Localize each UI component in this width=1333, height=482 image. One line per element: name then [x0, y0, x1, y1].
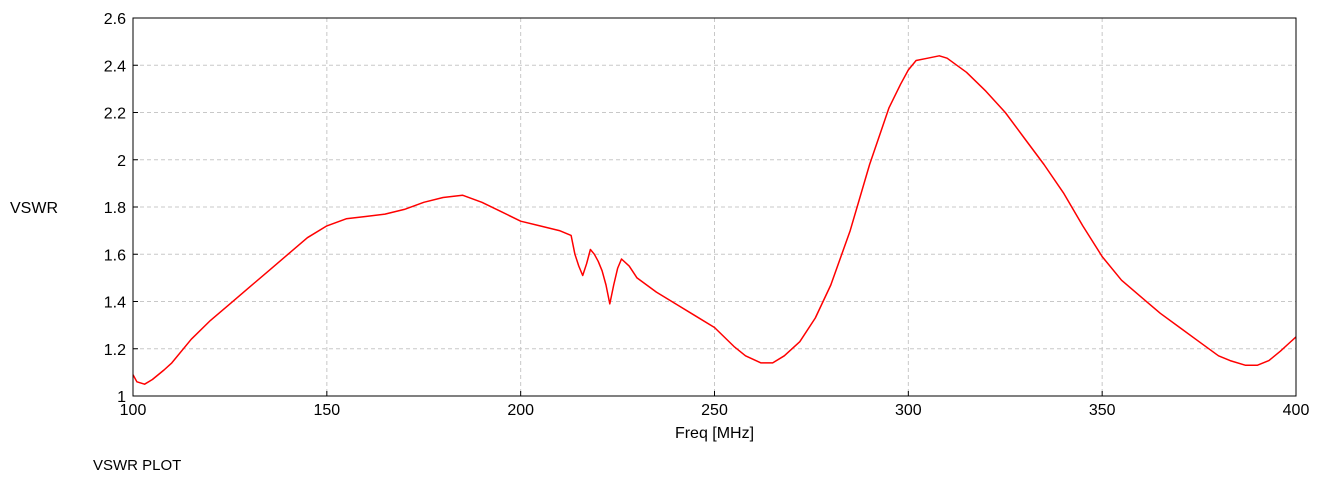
x-tick-label: 300: [895, 402, 922, 419]
series-layer: [132, 55, 1297, 385]
plot-border: [132, 17, 1297, 397]
x-tick-label: 250: [701, 402, 728, 419]
y-tick-label: 1.2: [104, 342, 126, 359]
x-axis-title: Freq [MHz]: [675, 425, 754, 442]
y-tick-label: 1.4: [104, 295, 126, 312]
x-tick-label: 100: [120, 402, 147, 419]
y-tick-label: 2.4: [104, 58, 126, 75]
axis-ticks: 100 150 200 250 300 350 400 1 1.2 1.4 1.6 1.8 2 2.2 2.…: [104, 11, 1310, 419]
y-tick-label: 1.6: [104, 247, 126, 264]
y-tick-label: 2.2: [104, 106, 126, 123]
x-tick-label: 200: [507, 402, 534, 419]
x-tick-label: 350: [1089, 402, 1116, 419]
grid: [133, 18, 1296, 396]
y-tick-label: 1.8: [104, 200, 126, 217]
y-tick-label: 2: [117, 153, 126, 170]
x-tick-label: 150: [313, 402, 340, 419]
y-axis-title: VSWR: [10, 200, 58, 217]
y-tick-label: 1: [117, 389, 126, 406]
series-line: [132, 55, 1297, 385]
plot-caption: VSWR PLOT: [93, 457, 182, 474]
y-tick-label: 2.6: [104, 11, 126, 28]
x-tick-label: 400: [1283, 402, 1310, 419]
